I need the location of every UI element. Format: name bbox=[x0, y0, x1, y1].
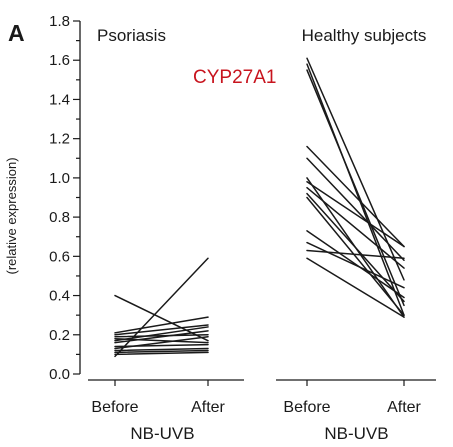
subject-line bbox=[114, 257, 209, 358]
subject-line bbox=[114, 335, 209, 350]
subject-line bbox=[306, 157, 405, 262]
subject-line bbox=[306, 257, 405, 318]
subject-line bbox=[114, 324, 209, 336]
y-tick-label: 1.0 bbox=[49, 170, 70, 187]
subject-line bbox=[306, 181, 405, 248]
subject-line bbox=[114, 334, 209, 338]
chart-labels: 0.0 0.2 0.4 0.6 0.8 1.0 1.2 1.4 1.6 1.8 Psoriasis B… bbox=[49, 13, 426, 443]
y-axis-title: (relative expression) bbox=[4, 157, 19, 274]
subject-line bbox=[114, 316, 209, 334]
group-title: Psoriasis bbox=[97, 26, 166, 45]
x-axis-title: NB-UVB bbox=[130, 424, 194, 443]
y-tick-label: 0.2 bbox=[49, 327, 70, 344]
axes bbox=[73, 20, 436, 386]
subject-line bbox=[114, 351, 209, 356]
subject-line bbox=[114, 347, 209, 352]
subject-line bbox=[114, 349, 209, 354]
y-tick-label: 1.6 bbox=[49, 52, 70, 69]
subject-line bbox=[306, 192, 405, 303]
x-category-label: Before bbox=[91, 399, 138, 416]
subject-line bbox=[306, 186, 405, 269]
x-axis-title: NB-UVB bbox=[324, 424, 388, 443]
y-tick-label: 0.0 bbox=[49, 366, 70, 383]
data-lines bbox=[114, 57, 405, 358]
subject-line bbox=[306, 249, 405, 260]
subject-line bbox=[306, 69, 405, 307]
y-tick-label: 0.6 bbox=[49, 248, 70, 265]
panel-label: A bbox=[8, 20, 25, 46]
subject-line bbox=[306, 241, 405, 289]
subject-line bbox=[306, 196, 405, 316]
x-category-label: After bbox=[387, 399, 421, 416]
x-category-label: After bbox=[191, 399, 225, 416]
y-tick-label: 0.8 bbox=[49, 209, 70, 226]
y-tick-label: 1.2 bbox=[49, 131, 70, 148]
subject-line bbox=[306, 230, 405, 299]
subject-line bbox=[114, 326, 209, 342]
y-tick-label: 1.4 bbox=[49, 91, 70, 108]
y-tick-label: 1.8 bbox=[49, 13, 70, 30]
x-category-label: Before bbox=[283, 399, 330, 416]
gene-annotation: CYP27A1 bbox=[193, 67, 276, 88]
y-tick-label: 0.4 bbox=[49, 288, 70, 305]
subject-line bbox=[306, 145, 405, 248]
group-title: Healthy subjects bbox=[302, 26, 427, 45]
